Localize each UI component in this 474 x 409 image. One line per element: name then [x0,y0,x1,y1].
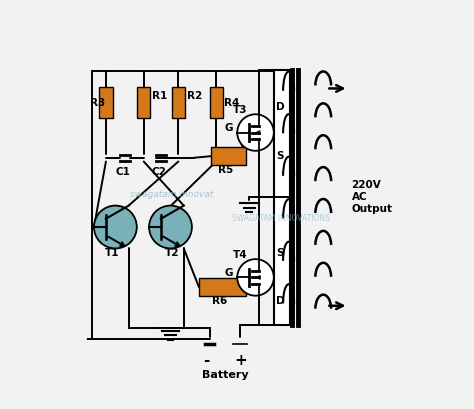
Bar [199,278,246,296]
Text: R2: R2 [187,92,202,101]
Text: R1: R1 [152,92,167,101]
Text: D: D [276,296,284,306]
Circle shape [237,114,274,151]
Text: R3: R3 [90,98,105,108]
Bar [274,70,290,325]
Text: S: S [276,248,283,258]
Text: 220V
AC
Output: 220V AC Output [352,180,392,213]
Text: D: D [276,101,284,112]
Text: -: - [203,353,210,369]
Circle shape [94,206,137,248]
Text: C1: C1 [115,167,130,177]
Text: T2: T2 [165,248,179,258]
Text: R4: R4 [224,98,240,108]
Text: +: + [234,353,247,369]
Text: G: G [225,268,234,278]
Bar [100,87,112,118]
Text: T3: T3 [233,105,247,115]
Circle shape [237,259,274,296]
Bar [172,87,185,118]
Text: -: - [85,331,92,346]
Text: C2: C2 [152,167,166,177]
Text: Battery: Battery [201,370,248,380]
Bar [137,87,150,118]
Text: R5: R5 [218,166,233,175]
Text: SWAGATAM INNOVATIONS: SWAGATAM INNOVATIONS [232,214,330,223]
Text: S: S [276,151,283,161]
Bar [211,148,246,165]
Text: R6: R6 [212,296,227,306]
Text: swagatam innovat: swagatam innovat [129,190,213,199]
Text: T1: T1 [105,248,119,258]
Circle shape [149,206,192,248]
Bar [210,87,223,118]
Text: T4: T4 [233,249,247,260]
Text: G: G [225,123,234,133]
